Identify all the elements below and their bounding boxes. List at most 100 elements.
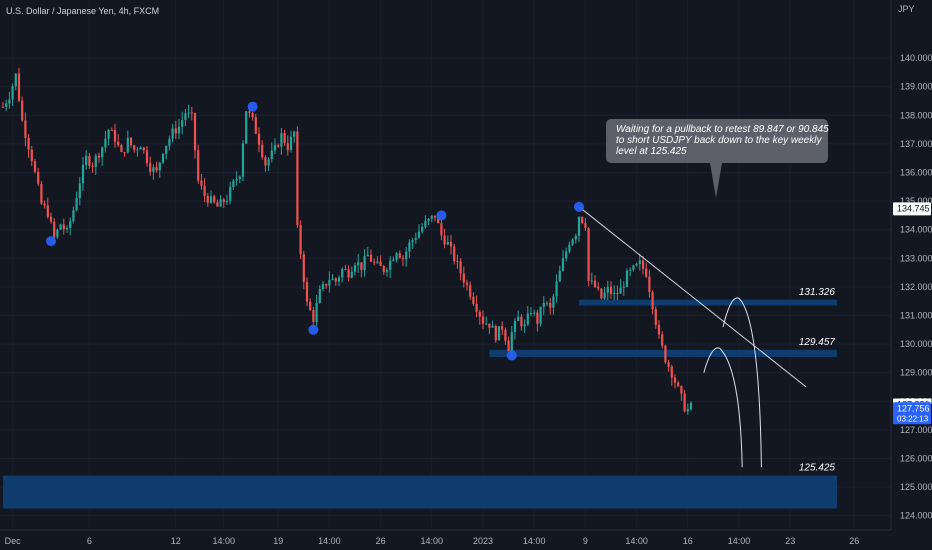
candle-body <box>344 269 347 271</box>
time-tick-label: 19 <box>273 536 283 546</box>
time-tick-label: 26 <box>849 536 859 546</box>
candle-body <box>30 149 33 162</box>
price-label-box <box>893 402 931 425</box>
projection-curve <box>703 347 743 468</box>
candle-body <box>401 257 405 260</box>
annotation-callout: Waiting for a pullback to retest 89.847 … <box>606 119 829 198</box>
candle-body <box>622 286 625 288</box>
candle-body <box>305 282 309 302</box>
candle-body <box>104 138 107 148</box>
time-tick-label: 6 <box>87 536 92 546</box>
candle-body <box>555 281 558 297</box>
candle-body <box>593 280 597 287</box>
candle-body <box>558 270 561 282</box>
candle-body <box>91 165 94 167</box>
candle-body <box>273 145 277 151</box>
candle-body <box>254 117 257 134</box>
pivot-marker <box>46 236 56 247</box>
support-zones: 131.326 129.457 125.425 <box>3 287 837 509</box>
candle-body <box>56 229 59 238</box>
time-tick-label: 14:00 <box>213 536 236 546</box>
candle-body <box>133 145 136 150</box>
zone-label: 129.457 <box>799 337 836 348</box>
projection-curve <box>722 297 762 468</box>
price-tick-label: 135.000 <box>900 196 932 206</box>
candle-body <box>590 280 593 282</box>
support-zone <box>489 349 837 357</box>
candle-body <box>341 269 344 278</box>
candle-body <box>94 155 97 167</box>
candle-body <box>331 278 334 280</box>
candle-body <box>539 306 542 324</box>
candle-body <box>59 224 62 230</box>
candle-body <box>117 141 120 146</box>
time-tick-label: Dec <box>5 536 22 546</box>
candle-body <box>149 163 152 172</box>
price-tick-label: 125.000 <box>900 482 932 492</box>
candle-body <box>65 228 69 230</box>
time-axis[interactable]: Dec 6 12 14:00 19 14:00 26 14:00 2023 14:00 9 14:00… <box>5 536 860 546</box>
candle-body <box>497 326 501 341</box>
candle-body <box>517 316 520 322</box>
price-label-box <box>893 202 931 216</box>
price-label-countdown: 03:22:13 <box>897 414 929 423</box>
candle-body <box>584 222 587 229</box>
candle-body <box>465 282 469 286</box>
candle-body <box>587 228 590 282</box>
price-tick-label: 131.000 <box>900 311 932 321</box>
candle-body <box>193 113 197 151</box>
candle-body <box>206 195 209 203</box>
candle-body <box>440 223 443 236</box>
candle-body <box>88 155 91 166</box>
candle-body <box>469 285 472 297</box>
candle-body <box>645 268 648 277</box>
candle-body <box>75 198 78 211</box>
candle-body <box>501 326 504 330</box>
candle-body <box>577 217 581 236</box>
candle-body <box>251 112 254 118</box>
candle-body <box>382 266 385 273</box>
zone-label: 125.425 <box>799 463 836 474</box>
candlesticks <box>1 67 693 416</box>
candle-body <box>289 136 293 151</box>
candle-body <box>350 271 353 278</box>
candle-body <box>526 313 529 325</box>
candle-body <box>8 99 11 104</box>
annotation-line: level at 125.425 <box>616 146 687 157</box>
candle-body <box>603 292 606 299</box>
candle-body <box>673 377 677 383</box>
candle-body <box>110 129 113 131</box>
candle-body <box>689 402 693 410</box>
candle-body <box>200 180 203 186</box>
candle-body <box>433 215 437 218</box>
time-tick-label: 14:00 <box>421 536 444 546</box>
candle-body <box>664 345 667 363</box>
price-tick-label: 138.000 <box>900 110 932 120</box>
candle-body <box>53 221 56 238</box>
candle-body <box>321 283 325 289</box>
candle-body <box>177 126 181 134</box>
candle-body <box>81 164 85 184</box>
candle-body <box>139 147 142 150</box>
candle-body <box>625 270 629 287</box>
candle-body <box>680 386 683 394</box>
time-tick-label: 26 <box>376 536 386 546</box>
price-tick-label: 139.000 <box>900 82 932 92</box>
candle-body <box>187 112 190 114</box>
candle-body <box>654 309 657 326</box>
candle-body <box>328 279 331 286</box>
candle-body <box>635 263 638 266</box>
candle-body <box>203 185 206 196</box>
support-zone <box>579 299 837 306</box>
candle-body <box>459 261 462 274</box>
candle-body <box>443 235 446 245</box>
callout-box <box>606 119 828 163</box>
candle-body <box>446 241 449 245</box>
candle-body <box>152 167 155 172</box>
time-tick-label: 23 <box>785 536 795 546</box>
candle-body <box>168 138 171 146</box>
candle-body <box>27 137 30 150</box>
candle-body <box>638 260 641 264</box>
candle-body <box>552 296 555 308</box>
